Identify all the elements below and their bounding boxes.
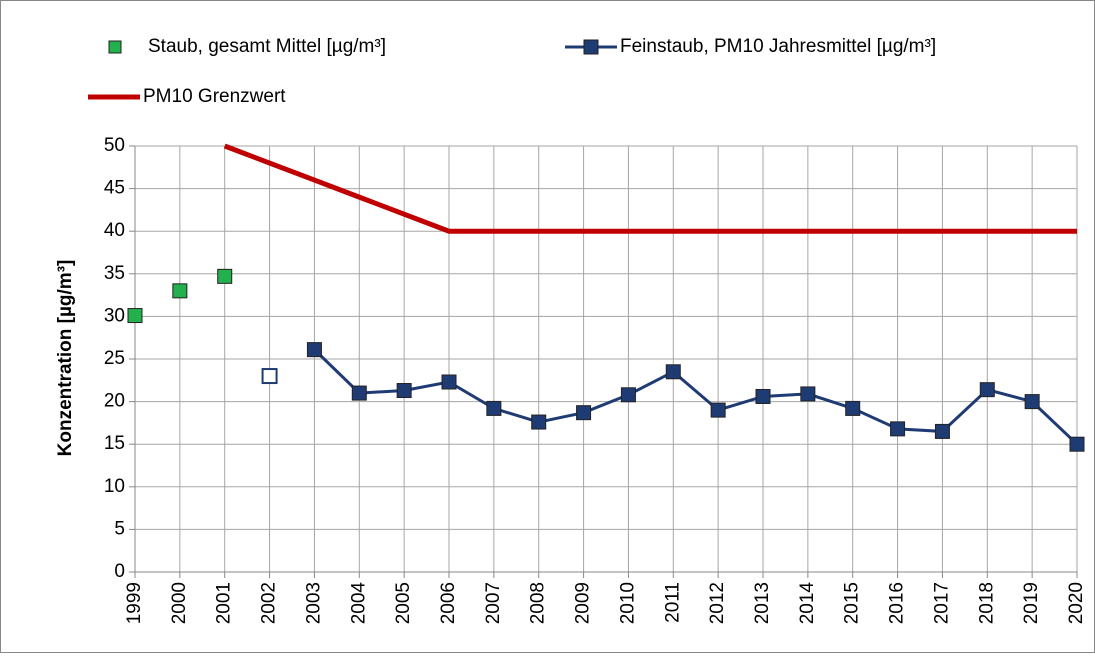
data-point (710, 402, 726, 418)
legend-label: Staub, gesamt Mittel [µg/m³] (148, 36, 386, 57)
y-tick-label: 20 (104, 391, 125, 412)
data-point (665, 364, 681, 380)
y-tick-label: 45 (104, 178, 125, 199)
data-point (127, 308, 143, 324)
legend-label: Feinstaub, PM10 Jahresmittel [µg/m³] (620, 36, 936, 57)
x-tick-label: 2000 (169, 582, 190, 624)
x-tick-label: 2004 (348, 582, 369, 625)
x-tick-label: 2008 (528, 582, 549, 624)
data-point (800, 386, 816, 402)
x-tick-label: 2006 (438, 582, 459, 624)
y-tick-label: 40 (104, 220, 125, 241)
y-axis-title: Konzentration [µg/m³] (55, 260, 76, 457)
x-tick-label: 2005 (393, 582, 414, 624)
data-point (576, 405, 592, 421)
data-point (306, 342, 322, 358)
y-tick-label: 50 (104, 135, 125, 156)
data-point (845, 400, 861, 416)
data-point (217, 268, 233, 284)
x-tick-label: 2003 (303, 582, 324, 624)
legend-label: PM10 Grenzwert (143, 86, 286, 107)
data-point (261, 368, 278, 385)
legend-marker (583, 39, 599, 55)
x-tick-label: 2015 (842, 582, 863, 624)
x-tick-label: 2016 (887, 582, 908, 624)
data-point (1024, 394, 1040, 410)
x-tick-label: 2009 (573, 582, 594, 624)
y-tick-label: 10 (104, 476, 125, 497)
data-point (1069, 436, 1085, 452)
x-tick-label: 2013 (752, 582, 773, 624)
data-point (531, 414, 547, 430)
x-tick-label: 2010 (617, 582, 638, 624)
x-tick-label: 2020 (1066, 582, 1087, 624)
data-point (486, 400, 502, 416)
data-point (620, 387, 636, 403)
x-tick-label: 2007 (483, 582, 504, 624)
y-tick-label: 30 (104, 305, 125, 326)
data-point (172, 283, 188, 299)
x-tick-label: 2019 (1021, 582, 1042, 624)
x-tick-label: 2014 (797, 582, 818, 625)
data-point (979, 382, 995, 398)
data-point (396, 383, 412, 399)
x-tick-label: 1999 (124, 582, 145, 624)
x-tick-label: 2001 (214, 582, 235, 624)
legend-marker (108, 40, 122, 54)
y-tick-label: 15 (104, 433, 125, 454)
x-tick-label: 2002 (259, 582, 280, 624)
data-point (351, 385, 367, 401)
series-line (223, 143, 1077, 234)
data-point (934, 423, 950, 439)
data-point (890, 421, 906, 437)
data-point (755, 388, 771, 404)
y-tick-label: 35 (104, 263, 125, 284)
y-tick-label: 5 (114, 518, 125, 539)
y-tick-label: 25 (104, 348, 125, 369)
data-point (441, 374, 457, 390)
y-tick-label: 0 (114, 561, 125, 582)
x-tick-label: 2012 (707, 582, 728, 624)
x-tick-label: 2017 (931, 582, 952, 624)
x-tick-label: 2018 (976, 582, 997, 624)
x-tick-label: 2011 (662, 582, 683, 623)
